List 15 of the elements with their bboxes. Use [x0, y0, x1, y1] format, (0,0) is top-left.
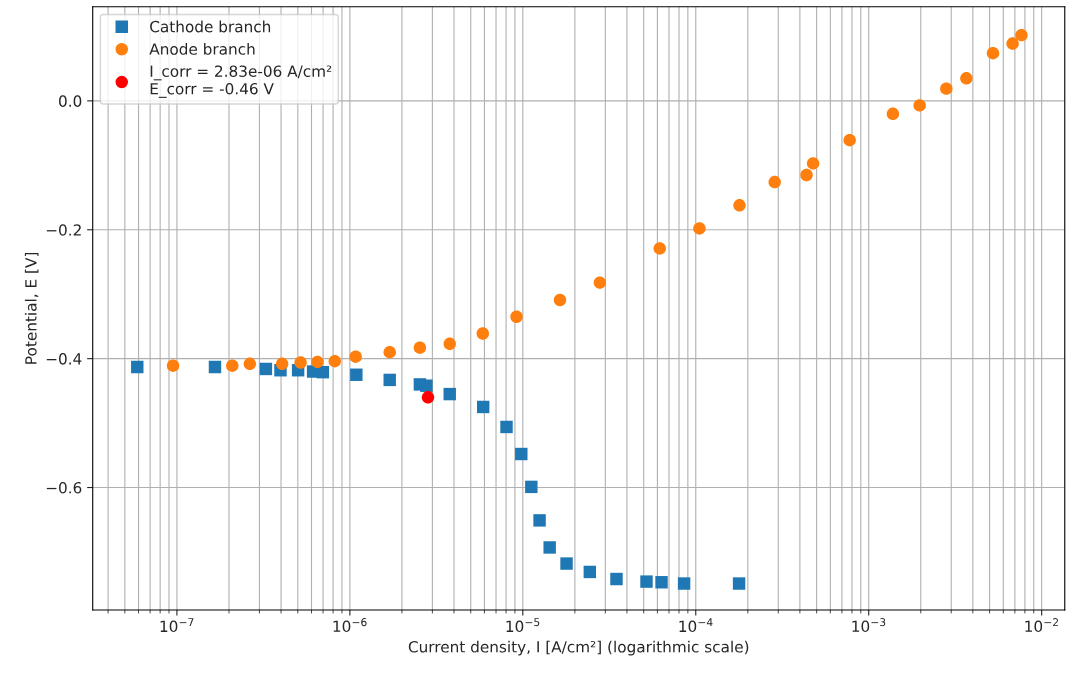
y-axis-title: Potential, E [V]: [24, 252, 39, 364]
legend-label: I_corr = 2.83e-06 A/cm² E_corr = -0.46 V: [150, 65, 332, 98]
x-axis-title: Current density, I [A/cm²] (logarithmic scale): [408, 640, 749, 656]
x-tick-label: 10$^{−6}$: [333, 618, 367, 633]
y-tick-label: −0.4: [46, 353, 82, 365]
y-tick-label: −0.6: [46, 481, 82, 494]
x-tick-label: 10$^{−3}$: [852, 618, 886, 633]
x-tick-label: 10$^{−7}$: [160, 618, 194, 633]
x-tick-label: 10$^{−4}$: [679, 618, 713, 633]
y-tick-label: 0.0: [59, 95, 82, 107]
y-tick-label: −0.2: [46, 224, 81, 236]
x-tick-label: 10$^{−5}$: [506, 618, 540, 633]
legend-label: Anode branch: [149, 42, 255, 55]
legend-label: Cathode branch: [150, 20, 271, 33]
x-tick-label: 10$^{−2}$: [1025, 618, 1058, 633]
